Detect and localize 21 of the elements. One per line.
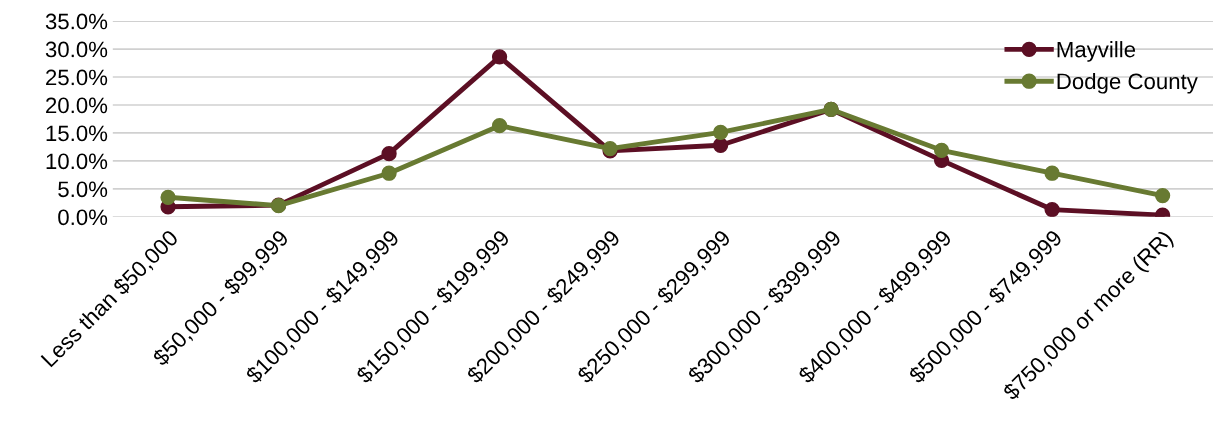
legend-label: Dodge County	[1057, 72, 1198, 94]
point	[1044, 165, 1060, 181]
legend-label: Mayville	[1057, 41, 1136, 62]
point	[491, 118, 508, 134]
point	[933, 142, 950, 158]
y-tick-label: 15.0%	[46, 125, 108, 142]
y-tick-label: 0.0%	[58, 209, 108, 226]
point	[712, 124, 729, 141]
point	[1154, 187, 1171, 204]
y-tick-label: 30.0%	[45, 41, 108, 58]
point	[491, 49, 508, 65]
y-tick-label: 25.0%	[46, 69, 108, 86]
point	[712, 137, 729, 153]
point	[1044, 201, 1060, 217]
y-tick-label: 35.0%	[45, 13, 108, 30]
y-tick-label: 20.0%	[46, 97, 108, 114]
point	[381, 165, 397, 181]
y-tick-label: 5.0%	[58, 181, 108, 198]
y-tick-label: 10.0%	[46, 153, 108, 170]
point	[160, 189, 176, 205]
point	[381, 146, 397, 162]
